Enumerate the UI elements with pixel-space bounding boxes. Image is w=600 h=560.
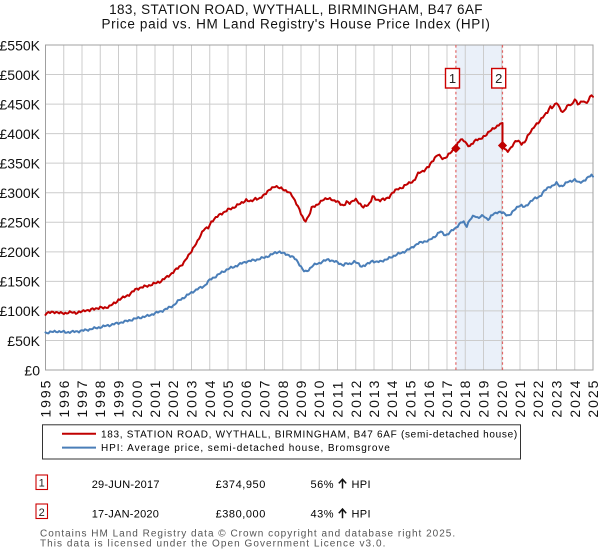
svg-text:£400K: £400K [0,126,41,142]
svg-text:£450K: £450K [0,96,41,112]
svg-text:£500K: £500K [0,67,41,83]
svg-text:2004: 2004 [202,379,218,418]
svg-text:£300K: £300K [0,185,41,201]
svg-text:2001: 2001 [147,379,163,418]
svg-text:2023: 2023 [549,379,565,418]
svg-text:2006: 2006 [238,379,254,418]
svg-text:2013: 2013 [366,379,382,418]
svg-text:2024: 2024 [567,379,583,418]
svg-text:2021: 2021 [512,379,528,418]
svg-text:2009: 2009 [293,379,309,418]
svg-text:2011: 2011 [330,380,346,418]
svg-text:1999: 1999 [111,379,127,418]
svg-text:2018: 2018 [457,379,473,418]
svg-text:This data is licensed under th: This data is licensed under the Open Gov… [40,539,386,550]
svg-text:17-JAN-2020: 17-JAN-2020 [92,509,159,521]
svg-text:£0: £0 [24,362,40,378]
svg-text:£100K: £100K [0,303,41,319]
svg-text:£200K: £200K [0,244,41,260]
svg-text:1998: 1998 [92,379,108,418]
svg-text:183, STATION ROAD, WYTHALL, BI: 183, STATION ROAD, WYTHALL, BIRMINGHAM, … [109,2,483,17]
svg-text:2019: 2019 [476,379,492,418]
svg-text:£150K: £150K [0,274,41,290]
svg-text:1995: 1995 [38,379,54,418]
svg-text:HPI: HPI [352,479,371,491]
svg-text:£350K: £350K [0,156,41,172]
svg-text:2012: 2012 [348,379,364,418]
svg-text:2007: 2007 [257,379,273,418]
svg-text:2017: 2017 [439,379,455,418]
svg-text:56%: 56% [311,479,335,491]
svg-text:£550K: £550K [0,37,41,53]
svg-text:2008: 2008 [275,379,291,418]
svg-text:2025: 2025 [585,379,600,418]
svg-text:43%: 43% [311,509,335,521]
svg-text:29-JUN-2017: 29-JUN-2017 [92,479,160,491]
svg-text:183, STATION ROAD, WYTHALL, BI: 183, STATION ROAD, WYTHALL, BIRMINGHAM, … [101,429,518,440]
svg-text:2015: 2015 [403,379,419,418]
svg-text:HPI: HPI [352,509,371,521]
svg-text:1: 1 [39,478,45,490]
svg-text:1996: 1996 [56,379,72,418]
svg-text:2003: 2003 [184,379,200,418]
svg-text:£250K: £250K [0,215,41,231]
svg-text:2005: 2005 [220,379,236,418]
svg-text:£374,950: £374,950 [216,479,266,491]
svg-text:2010: 2010 [311,379,327,418]
svg-text:HPI: Average price, semi-detac: HPI: Average price, semi-detached house,… [101,443,391,454]
svg-text:£50K: £50K [7,333,40,349]
svg-text:2000: 2000 [129,379,145,418]
svg-text:1: 1 [449,71,456,86]
svg-text:2002: 2002 [165,379,181,418]
svg-text:2: 2 [39,507,45,519]
svg-text:Price paid vs. HM Land Registr: Price paid vs. HM Land Registry's House … [101,17,490,32]
svg-text:2016: 2016 [421,379,437,418]
svg-text:Contains HM Land Registry data: Contains HM Land Registry data © Crown c… [40,529,456,540]
svg-text:2022: 2022 [530,379,546,418]
svg-text:1997: 1997 [74,379,90,418]
svg-text:2020: 2020 [494,379,510,418]
svg-text:£380,000: £380,000 [216,509,266,521]
svg-text:2014: 2014 [384,379,400,418]
svg-text:2: 2 [495,71,502,86]
